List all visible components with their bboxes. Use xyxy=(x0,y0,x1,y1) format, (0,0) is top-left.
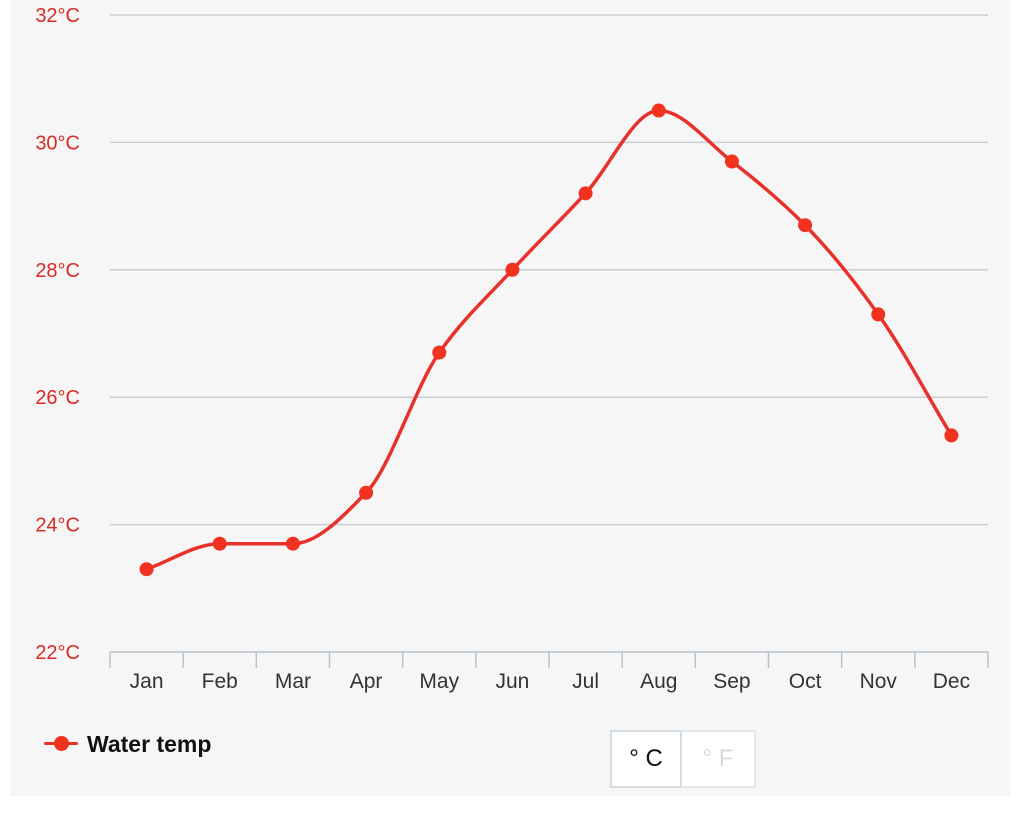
series-line xyxy=(144,108,954,571)
x-tick-label: Feb xyxy=(202,670,238,693)
fahrenheit-button[interactable]: ° F xyxy=(682,730,756,788)
data-point-sep[interactable] xyxy=(724,154,739,169)
x-tick-label: Jul xyxy=(572,670,599,693)
data-point-apr[interactable] xyxy=(359,485,374,500)
data-point-jul[interactable] xyxy=(578,186,593,201)
data-point-feb[interactable] xyxy=(212,536,227,551)
x-tick-label: Sep xyxy=(713,670,750,693)
legend-marker-icon xyxy=(44,728,78,760)
data-point-jan[interactable] xyxy=(139,562,154,577)
series-water-temp[interactable] xyxy=(139,103,959,577)
x-tick-label: Dec xyxy=(933,670,970,693)
x-tick-label: May xyxy=(419,670,459,693)
x-tick-label: Jun xyxy=(495,670,529,693)
data-point-mar[interactable] xyxy=(285,536,300,551)
legend[interactable]: Water temp xyxy=(44,728,211,760)
y-tick-label: 30°C xyxy=(35,132,80,154)
data-point-may[interactable] xyxy=(432,345,447,360)
y-axis: 22°C 24°C 26°C 28°C 30°C 32°C xyxy=(35,5,80,664)
y-tick-label: 22°C xyxy=(35,642,80,664)
y-tick-label: 26°C xyxy=(35,387,80,409)
legend-label: Water temp xyxy=(87,730,212,757)
x-tick-label: Mar xyxy=(275,670,311,693)
data-point-aug[interactable] xyxy=(651,103,666,118)
chart-panel xyxy=(10,0,1010,796)
celsius-button[interactable]: ° C xyxy=(610,730,682,788)
y-tick-label: 32°C xyxy=(35,5,80,27)
x-tick-label: Oct xyxy=(789,670,822,693)
data-point-nov[interactable] xyxy=(871,307,886,322)
data-point-oct[interactable] xyxy=(798,218,813,233)
x-tick-label: Nov xyxy=(860,670,898,693)
x-axis: Jan Feb Mar Apr May Jun Jul Aug Sep Oct Nov Dec xyxy=(109,651,989,693)
grid-layer xyxy=(110,14,988,526)
y-tick-label: 24°C xyxy=(35,515,80,537)
x-tick-label: Apr xyxy=(350,670,383,693)
x-tick-label: Jan xyxy=(130,670,164,693)
unit-toggle[interactable]: ° C ° F xyxy=(610,730,756,788)
x-tick-label: Aug xyxy=(640,670,677,693)
y-tick-label: 28°C xyxy=(35,260,80,282)
data-point-jun[interactable] xyxy=(505,262,520,277)
data-point-dec[interactable] xyxy=(944,428,959,443)
